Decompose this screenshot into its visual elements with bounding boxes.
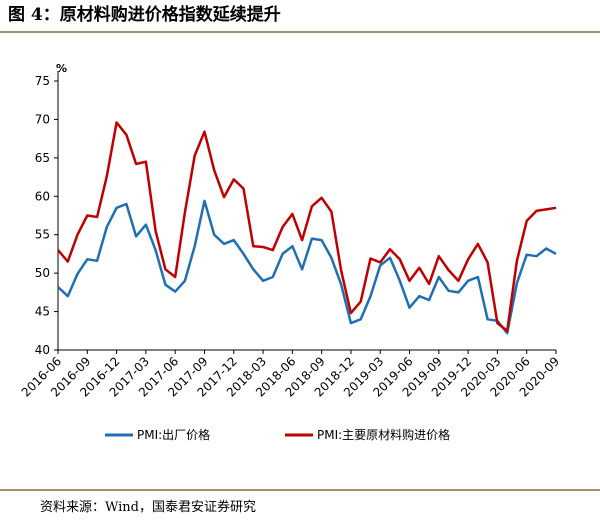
- source: 资料来源：Wind，国泰君安证券研究: [40, 499, 256, 515]
- y-tick-label: 40: [35, 343, 50, 357]
- y-tick-label: 65: [35, 151, 50, 165]
- legend-label: PMI:出厂价格: [137, 427, 210, 442]
- unit-label: %: [56, 62, 67, 75]
- legend-label: PMI:主要原材料购进价格: [317, 427, 450, 442]
- y-tick-label: 75: [35, 74, 50, 88]
- chart-title: 图 4：原材料购进价格指数延续提升: [8, 4, 281, 25]
- y-tick-label: 50: [35, 266, 50, 280]
- series-line: [57, 199, 557, 335]
- y-tick-label: 45: [35, 305, 50, 319]
- y-tick-label: 70: [35, 112, 50, 126]
- series-line: [57, 121, 557, 333]
- y-tick-label: 55: [35, 228, 50, 242]
- y-tick-label: 60: [35, 189, 50, 203]
